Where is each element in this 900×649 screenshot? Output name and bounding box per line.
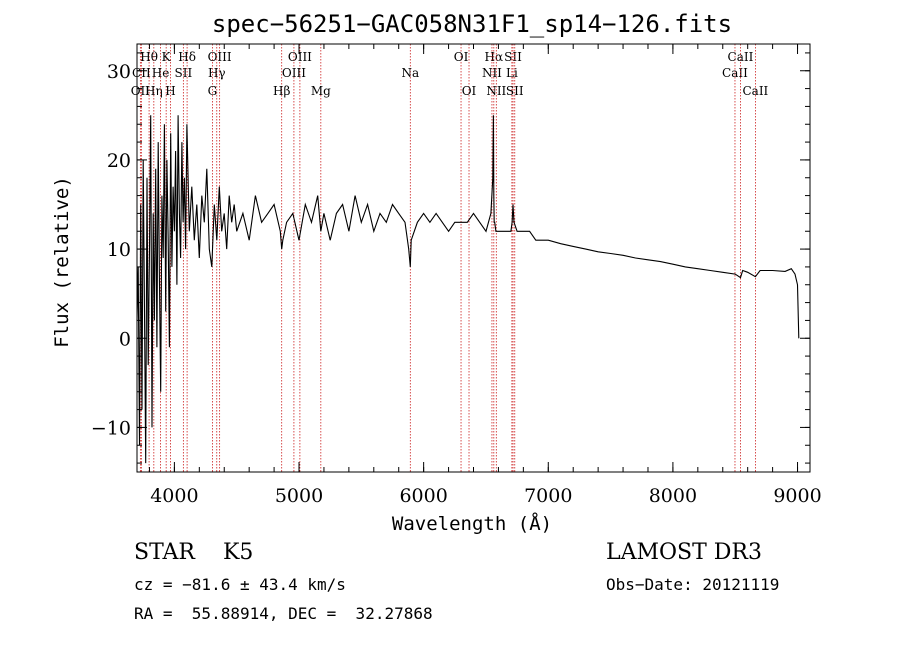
spectral-line-label-19: Hα [485, 50, 504, 64]
spectral-line-label-4: He [152, 66, 170, 80]
spectral-line-label-15: Mg [311, 84, 331, 98]
spectral-line-label-17: OI [454, 50, 469, 64]
spectral-line-label-27: CaII [742, 84, 768, 98]
plot-frame [136, 43, 811, 473]
spectrum-line-0 [136, 115, 800, 464]
spectral-line-label-2: CII [132, 66, 151, 80]
spectral-line-label-7: SII [175, 66, 193, 80]
spectral-line-label-22: SII [504, 50, 522, 64]
spectral-line-label-23: Li [506, 66, 518, 80]
spectral-line-label-11: G [208, 84, 218, 98]
survey-name: LAMOST DR3 [606, 540, 762, 565]
spectral-line-label-21: NII [486, 84, 506, 98]
observation-date: Obs−Date: 20121119 [606, 575, 780, 594]
x-tick-label-2: 6000 [399, 485, 447, 507]
y-axis-label: Flux (relative) [51, 176, 73, 348]
spectral-line-label-5: K [162, 50, 172, 64]
x-tick-label-0: 4000 [150, 485, 198, 507]
x-tick-label-5: 9000 [773, 485, 821, 507]
x-tick-label-1: 5000 [275, 485, 323, 507]
spectral-line-label-10: Hγ [208, 66, 226, 80]
object-class: STAR K5 [134, 540, 254, 565]
spectral-line-label-20: NII [482, 66, 502, 80]
spectral-line-label-24: SII [506, 84, 524, 98]
spectral-line-label-8: Hδ [178, 50, 196, 64]
spectral-line-label-13: OIII [288, 50, 312, 64]
spectral-line-label-9: OIII [208, 50, 232, 64]
axis-ticks: 4000 5000 6000 7000 8000 9000 −10 0 10 20 30 [91, 44, 822, 507]
spectral-line-label-16: Na [401, 66, 419, 80]
y-tick-label-2: 10 [107, 239, 131, 261]
y-tick-label-0: −10 [91, 417, 131, 439]
spectrum-series [136, 115, 800, 464]
spectral-line-label-1: OII [131, 84, 151, 98]
x-axis-label: Wavelength (Å) [392, 512, 552, 535]
chart-title: spec−56251−GAC058N31F1_sp14−126.fits [212, 10, 732, 38]
x-tick-label-3: 7000 [524, 485, 572, 507]
x-tick-label-4: 8000 [649, 485, 697, 507]
spectral-line-label-12: Hβ [273, 84, 290, 98]
spectral-line-label-14: OIII [282, 66, 306, 80]
redshift-velocity: cz = −81.6 ± 43.4 km/s [134, 575, 346, 594]
spectral-line-label-6: H [165, 84, 175, 98]
spectral-line-label-3: Hη [145, 84, 163, 98]
spectral-line-label-25: CaII [722, 66, 748, 80]
y-tick-label-1: 0 [119, 328, 131, 350]
y-tick-label-3: 20 [107, 150, 131, 172]
spectral-line-label-0: Hθ [140, 50, 158, 64]
spectral-line-label-26: CaII [728, 50, 754, 64]
sky-coordinates: RA = 55.88914, DEC = 32.27868 [134, 604, 433, 623]
spectral-line-label-18: OI [462, 84, 477, 98]
y-tick-label-4: 30 [107, 61, 131, 83]
